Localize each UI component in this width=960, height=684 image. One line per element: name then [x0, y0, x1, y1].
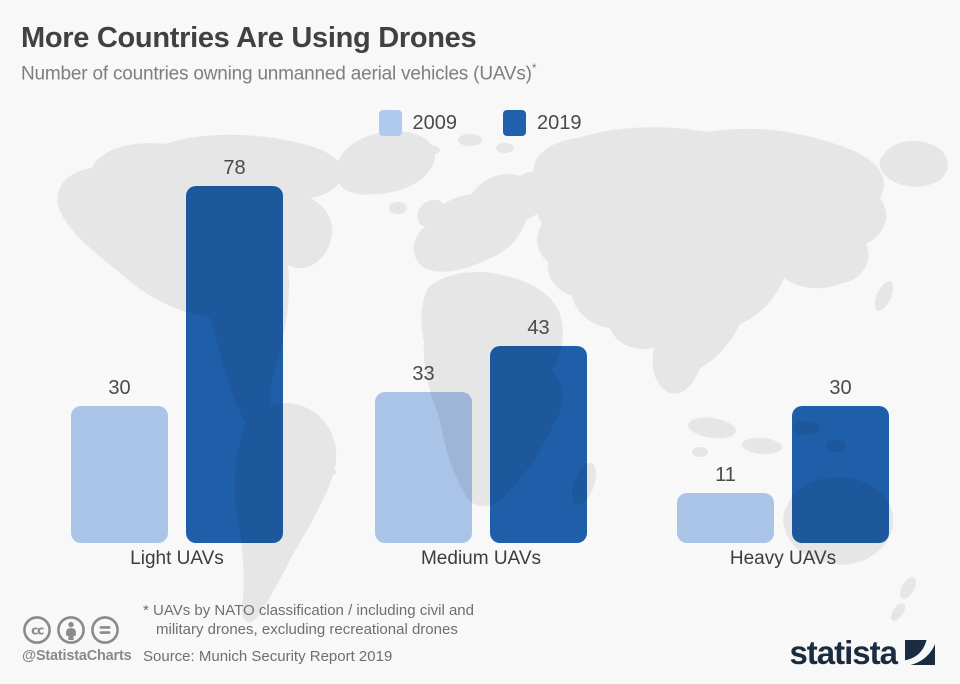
footnote: * UAVs by NATO classification / includin… — [143, 601, 474, 639]
bar-2009-light-uavs — [71, 406, 168, 543]
footnote-marker: * — [531, 61, 537, 75]
legend-swatch-2019 — [503, 110, 526, 136]
statista-logo-mark-icon — [905, 640, 935, 665]
page-title: More Countries Are Using Drones — [21, 22, 477, 54]
bar-2009-medium-uavs — [375, 392, 472, 543]
legend-item-2019: 2019 — [503, 110, 582, 136]
subtitle-text: Number of countries owning unmanned aeri… — [21, 63, 532, 85]
license-icons: cc — [22, 615, 131, 645]
bar-2019-heavy-uavs — [792, 406, 889, 543]
bar-2009-heavy-uavs — [677, 493, 774, 543]
statista-logo[interactable]: statista — [789, 636, 935, 669]
statista-charts-handle[interactable]: @StatistaCharts — [22, 648, 132, 664]
source-text: Source: Munich Security Report 2019 — [143, 648, 393, 665]
legend-label-2009: 2009 — [412, 111, 458, 134]
legend: 2009 2019 — [0, 110, 960, 136]
bar-2019-light-uavs — [186, 186, 283, 543]
no-derivatives-icon[interactable] — [90, 615, 120, 645]
cc-icon[interactable]: cc — [22, 615, 52, 645]
footnote-line-1: * UAVs by NATO classification / includin… — [143, 602, 474, 619]
page-subtitle: Number of countries owning unmanned aeri… — [21, 61, 537, 85]
svg-text:cc: cc — [31, 622, 44, 637]
statista-logo-text: statista — [789, 634, 898, 671]
legend-swatch-2009 — [378, 110, 402, 136]
footnote-line-2: military drones, excluding recreational … — [156, 621, 458, 638]
license-block: cc @StatistaCharts — [22, 615, 132, 664]
legend-label-2019: 2019 — [537, 111, 582, 134]
bar-2019-medium-uavs — [490, 346, 587, 543]
attribution-icon[interactable] — [56, 615, 86, 645]
legend-item-2009: 2009 — [378, 110, 458, 136]
